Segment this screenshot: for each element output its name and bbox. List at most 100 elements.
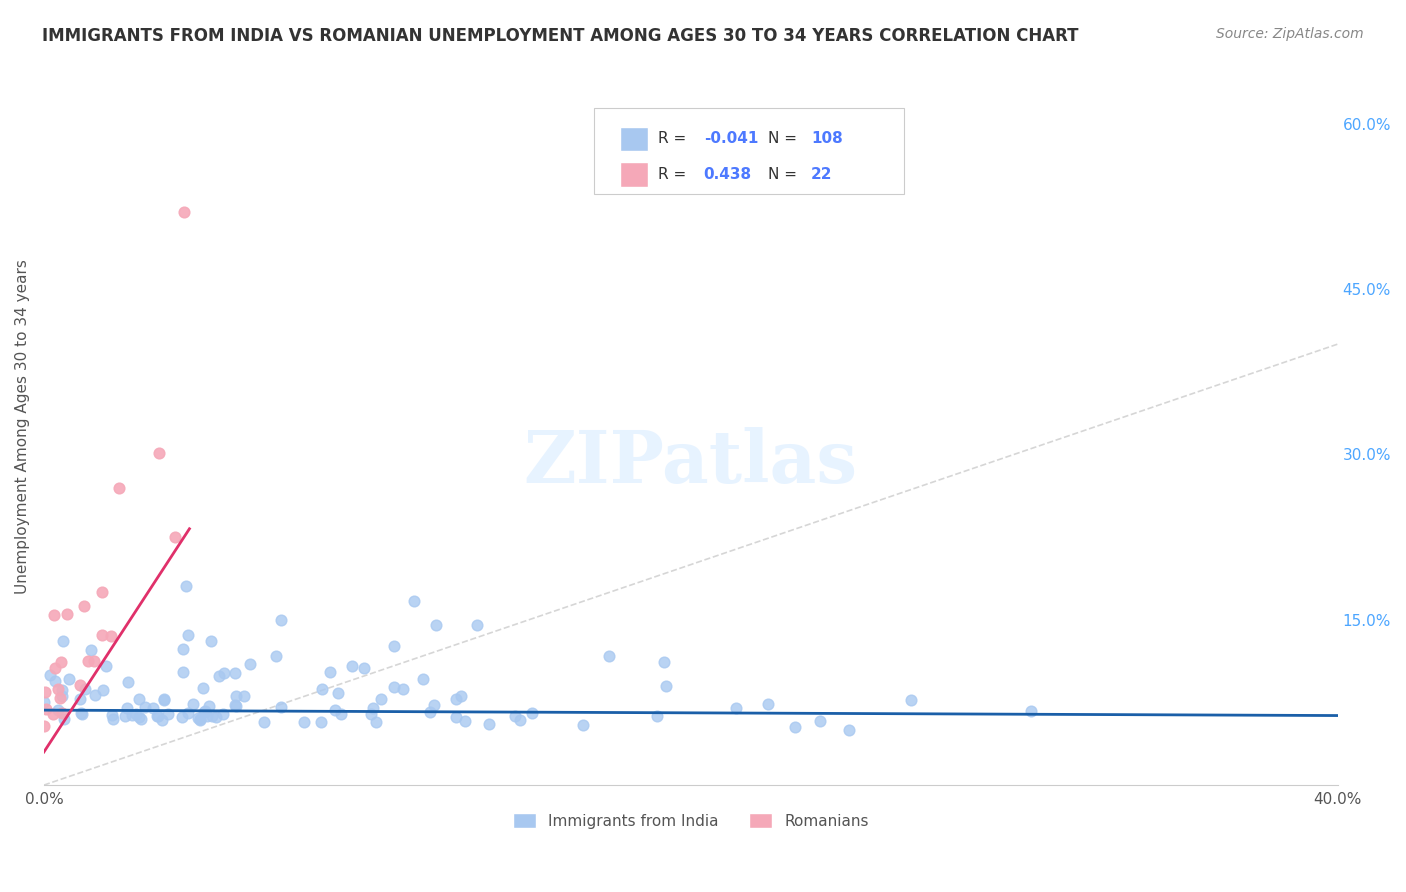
Immigrants from India [177,628,200,642]
Immigrants from India [270,700,292,714]
Text: R =: R = [658,167,692,182]
Immigrants from India [91,682,114,697]
Immigrants from India [200,633,222,648]
Immigrants from India [125,706,148,721]
Immigrants from India [422,698,444,713]
Y-axis label: Unemployment Among Ages 30 to 34 years: Unemployment Among Ages 30 to 34 years [15,260,30,594]
Immigrants from India [654,655,676,669]
Immigrants from India [134,700,156,714]
Romanians [90,584,112,599]
Immigrants from India [808,714,831,728]
Immigrants from India [725,700,748,714]
Romanians [163,530,186,544]
Immigrants from India [195,709,218,723]
Immigrants from India [239,657,262,672]
Immigrants from India [392,681,415,696]
Immigrants from India [70,706,93,721]
Immigrants from India [520,706,543,721]
Immigrants from India [58,672,80,686]
Romanians [34,685,56,699]
Immigrants from India [70,706,93,721]
Romanians [100,629,122,643]
Immigrants from India [900,693,922,707]
Romanians [69,678,91,692]
Romanians [73,599,96,613]
Immigrants from India [1021,704,1043,718]
Text: R =: R = [658,131,692,146]
Immigrants from India [53,712,76,726]
Romanians [49,691,72,706]
Immigrants from India [69,692,91,706]
Immigrants from India [425,618,447,632]
Immigrants from India [46,703,69,717]
Immigrants from India [145,709,167,723]
Immigrants from India [131,712,153,726]
FancyBboxPatch shape [620,162,648,186]
Immigrants from India [51,689,73,703]
Immigrants from India [117,675,139,690]
Immigrants from India [225,698,247,713]
Immigrants from India [128,710,150,724]
Immigrants from India [382,680,405,694]
Immigrants from India [201,709,224,723]
Immigrants from India [270,614,292,628]
Immigrants from India [39,668,62,682]
Immigrants from India [114,709,136,723]
Immigrants from India [198,699,221,714]
Immigrants from India [233,689,256,703]
Immigrants from India [153,691,176,706]
Immigrants from India [205,709,228,723]
Immigrants from India [172,665,194,680]
Immigrants from India [194,704,217,718]
Romanians [44,661,66,675]
Immigrants from India [444,692,467,706]
Immigrants from India [117,700,139,714]
Romanians [35,701,58,715]
Immigrants from India [152,693,174,707]
Romanians [148,446,170,460]
Text: 108: 108 [811,131,842,146]
Immigrants from India [311,681,333,696]
Immigrants from India [503,709,526,723]
Immigrants from India [264,648,287,663]
Immigrants from India [187,711,209,725]
Text: 0.438: 0.438 [703,167,752,182]
Immigrants from India [655,679,678,693]
Immigrants from India [360,707,382,722]
Immigrants from India [444,710,467,724]
Immigrants from India [177,706,200,721]
Immigrants from India [323,703,346,717]
Immigrants from India [44,673,66,688]
Legend: Immigrants from India, Romanians: Immigrants from India, Romanians [506,806,875,835]
Text: N =: N = [769,131,803,146]
Immigrants from India [756,697,779,711]
Immigrants from India [645,709,668,723]
Immigrants from India [225,689,247,703]
Immigrants from India [419,705,441,719]
Immigrants from India [80,643,103,657]
FancyBboxPatch shape [593,108,904,194]
Immigrants from India [319,665,342,679]
Immigrants from India [128,692,150,706]
Romanians [91,627,114,641]
Immigrants from India [212,707,235,722]
Immigrants from India [32,695,55,709]
Immigrants from India [353,661,375,675]
Immigrants from India [572,717,595,731]
Immigrants from India [75,681,97,696]
Immigrants from India [188,712,211,726]
Immigrants from India [52,633,75,648]
Romanians [83,654,105,668]
Immigrants from India [382,639,405,653]
Romanians [108,481,131,495]
FancyBboxPatch shape [620,127,648,151]
Immigrants from India [340,659,363,673]
Immigrants from India [100,707,122,722]
Romanians [51,706,73,721]
Immigrants from India [366,714,388,729]
Immigrants from India [150,713,173,727]
Text: IMMIGRANTS FROM INDIA VS ROMANIAN UNEMPLOYMENT AMONG AGES 30 TO 34 YEARS CORRELA: IMMIGRANTS FROM INDIA VS ROMANIAN UNEMPL… [42,27,1078,45]
Immigrants from India [121,708,143,723]
Immigrants from India [174,579,197,593]
Romanians [46,681,69,696]
